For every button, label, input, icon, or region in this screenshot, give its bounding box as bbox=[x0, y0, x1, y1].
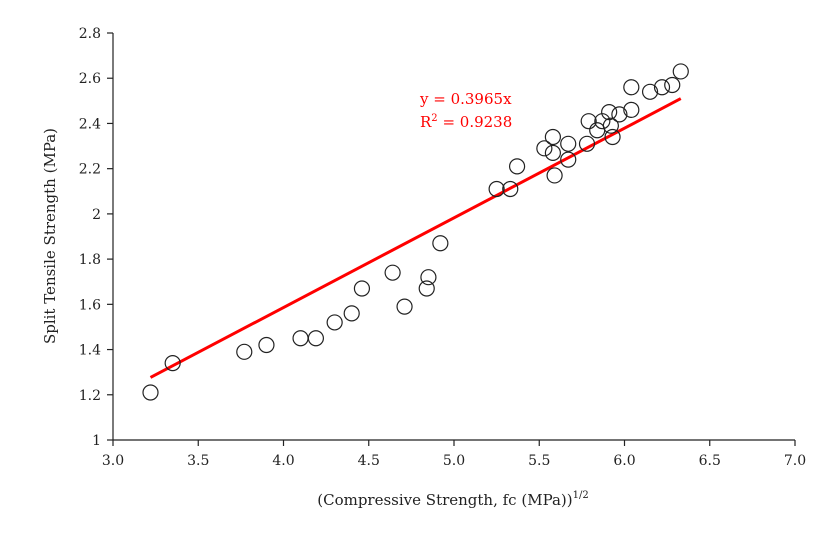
axis-ticks bbox=[107, 32, 796, 446]
x-tick-label: 4.0 bbox=[272, 453, 294, 469]
y-tick-label: 1 bbox=[92, 433, 101, 449]
data-point bbox=[580, 113, 597, 130]
x-tick-label: 7.0 bbox=[784, 453, 806, 469]
data-point bbox=[602, 117, 619, 134]
data-point bbox=[418, 280, 435, 297]
r2-superscript: 2 bbox=[431, 113, 437, 124]
data-point bbox=[508, 158, 526, 175]
y-tick-label: 2.4 bbox=[79, 116, 101, 132]
data-point bbox=[432, 235, 449, 252]
data-point bbox=[164, 355, 181, 372]
data-point bbox=[664, 76, 681, 94]
data-point bbox=[578, 135, 596, 152]
data-point bbox=[672, 63, 689, 80]
data-point bbox=[623, 79, 640, 96]
data-point bbox=[601, 104, 618, 121]
data-point bbox=[589, 122, 606, 139]
trendline bbox=[149, 97, 682, 379]
y-tick-label: 1.6 bbox=[79, 297, 101, 313]
x-tick-label: 4.5 bbox=[358, 453, 380, 469]
y-axis-title: Split Tensile Strength (MPa) bbox=[41, 128, 59, 344]
trendline-r-squared: R2 = 0.9238 bbox=[420, 113, 512, 131]
x-tick-labels: 3.0 3.5 4.0 4.5 5.0 5.5 6.0 6.5 7.0 bbox=[102, 453, 806, 469]
y-tick-label: 2 bbox=[92, 207, 101, 223]
data-point bbox=[142, 384, 159, 401]
x-tick-label: 6.5 bbox=[699, 453, 721, 469]
data-point bbox=[502, 180, 519, 198]
data-point bbox=[560, 151, 577, 168]
data-point bbox=[611, 106, 628, 123]
data-point bbox=[326, 314, 343, 331]
y-tick-label: 1.4 bbox=[79, 343, 101, 359]
data-point bbox=[641, 83, 659, 100]
data-point bbox=[536, 140, 553, 157]
data-point bbox=[544, 144, 561, 161]
x-axis-title-main: (Compressive Strength, fc (MPa)) bbox=[317, 491, 572, 509]
data-point bbox=[653, 79, 671, 96]
data-point bbox=[420, 269, 437, 286]
x-axis-title-superscript: 1/2 bbox=[573, 490, 589, 501]
data-point bbox=[384, 264, 401, 281]
data-point bbox=[396, 298, 413, 315]
data-point bbox=[560, 135, 577, 152]
data-point bbox=[307, 330, 324, 347]
data-points bbox=[142, 63, 689, 401]
data-point bbox=[546, 167, 563, 184]
y-tick-label: 1.8 bbox=[79, 252, 101, 268]
x-tick-label: 5.0 bbox=[443, 453, 465, 469]
y-tick-label: 2.8 bbox=[79, 26, 101, 42]
data-point bbox=[353, 280, 371, 297]
x-tick-label: 5.5 bbox=[528, 453, 550, 469]
trendline-equation: y = 0.3965x bbox=[419, 90, 512, 108]
y-tick-label: 1.2 bbox=[79, 388, 101, 404]
x-axis-title: (Compressive Strength, fc (MPa))1/2 bbox=[317, 490, 588, 509]
y-tick-label: 2.2 bbox=[79, 162, 101, 178]
r2-prefix: R bbox=[420, 113, 432, 131]
data-point bbox=[544, 128, 561, 146]
data-point bbox=[488, 180, 505, 198]
y-tick-labels: 1 1.2 1.4 1.6 1.8 2 2.2 2.4 2.6 2.8 bbox=[79, 26, 101, 449]
x-tick-label: 3.5 bbox=[187, 453, 209, 469]
data-point bbox=[236, 343, 253, 360]
data-point bbox=[604, 128, 621, 146]
data-point bbox=[343, 305, 360, 322]
data-point bbox=[292, 330, 309, 347]
r2-value: = 0.9238 bbox=[438, 113, 513, 131]
data-point bbox=[258, 336, 275, 354]
x-tick-label: 6.0 bbox=[613, 453, 635, 469]
y-tick-label: 2.6 bbox=[79, 71, 101, 87]
data-point bbox=[623, 101, 640, 118]
x-tick-label: 3.0 bbox=[102, 453, 124, 469]
